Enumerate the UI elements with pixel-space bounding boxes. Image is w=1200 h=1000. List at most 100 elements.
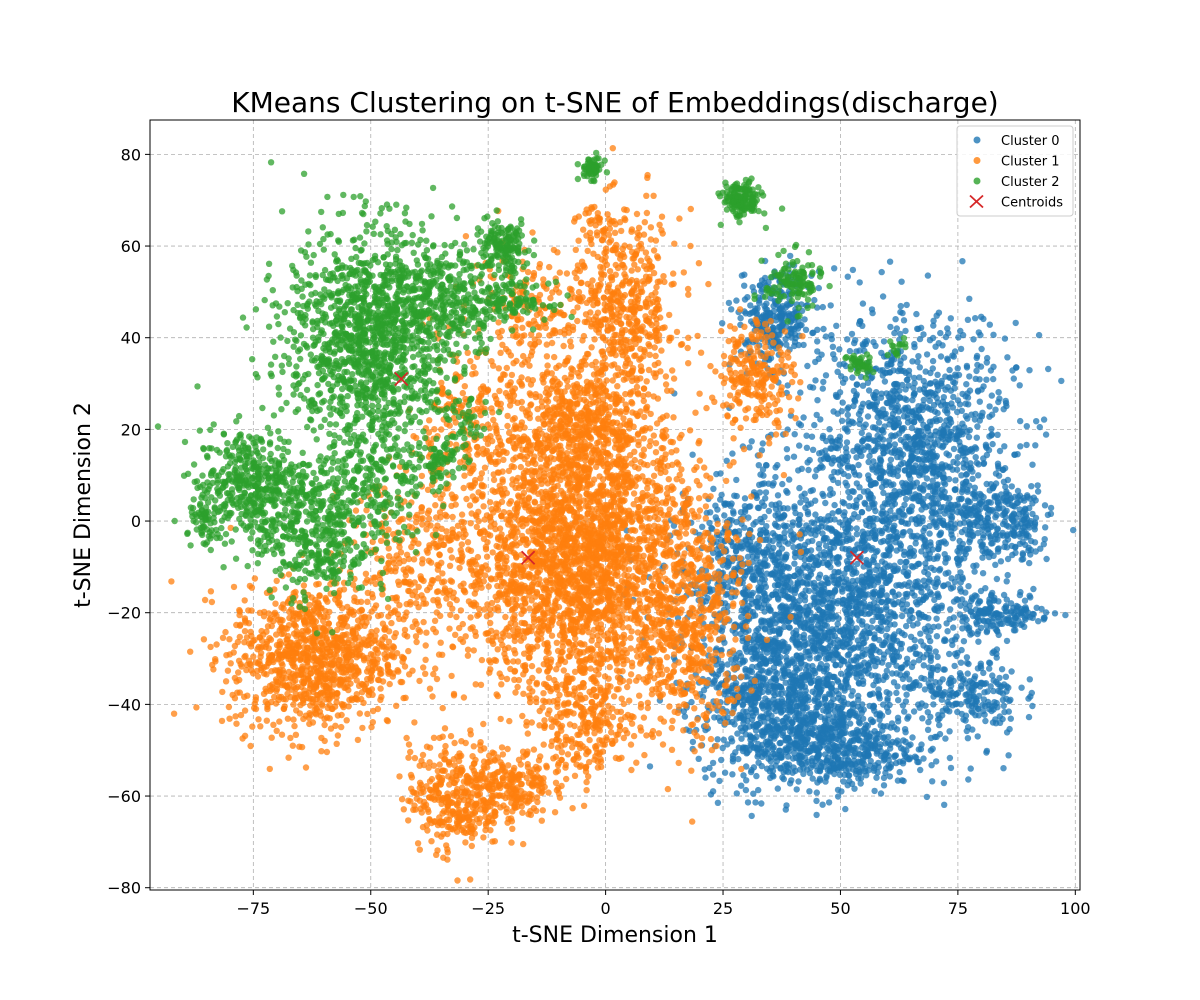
data-point (783, 802, 790, 809)
data-point (942, 386, 949, 393)
data-point (813, 466, 820, 474)
data-point (857, 774, 865, 782)
data-point (959, 331, 967, 339)
data-point (893, 649, 901, 656)
data-point (825, 746, 832, 754)
series-cluster-0 (617, 252, 1077, 820)
data-point (958, 472, 965, 479)
data-point (830, 476, 837, 484)
data-point (809, 688, 816, 695)
data-point (826, 559, 833, 566)
data-point (811, 588, 818, 595)
data-point (891, 380, 898, 388)
data-point (729, 771, 736, 778)
data-point (899, 511, 907, 518)
data-point (939, 676, 946, 683)
data-point (884, 597, 891, 605)
data-point (858, 429, 865, 437)
data-point (795, 778, 802, 785)
data-point (892, 407, 899, 414)
data-point (851, 546, 858, 553)
data-point (763, 741, 771, 748)
data-point (742, 724, 749, 731)
data-point (901, 726, 909, 733)
data-point (718, 756, 725, 764)
data-point (867, 691, 874, 698)
data-point (990, 375, 997, 383)
data-point (1018, 684, 1025, 691)
data-point (852, 471, 859, 478)
data-point (962, 393, 969, 400)
data-point (801, 593, 809, 600)
data-point (974, 733, 981, 740)
data-point (1006, 725, 1013, 733)
data-point (843, 439, 851, 446)
data-point (1020, 524, 1027, 531)
data-point (1004, 354, 1011, 361)
data-point (964, 735, 972, 742)
data-point (988, 425, 995, 433)
data-point (1004, 571, 1011, 579)
data-point (849, 374, 856, 381)
data-point (808, 623, 815, 630)
data-point (812, 497, 819, 504)
data-point (870, 702, 877, 709)
data-point (881, 639, 888, 647)
data-point (842, 445, 850, 452)
data-point (899, 702, 907, 709)
data-point (841, 771, 848, 779)
data-point (822, 453, 830, 460)
data-point (1040, 616, 1048, 623)
data-point (989, 672, 996, 679)
data-point (891, 329, 898, 337)
data-point (900, 438, 907, 446)
data-point (930, 469, 937, 476)
data-point (787, 412, 795, 419)
data-point (889, 502, 896, 509)
data-point (763, 726, 771, 734)
data-point (900, 317, 908, 324)
data-point (868, 306, 876, 313)
data-point (929, 334, 937, 342)
data-point (921, 568, 928, 576)
data-point (758, 748, 765, 756)
data-point (984, 354, 991, 362)
data-point (1010, 375, 1017, 382)
data-point (783, 654, 790, 661)
data-point (911, 380, 918, 387)
data-point (814, 326, 821, 333)
data-point (941, 407, 949, 414)
data-point (875, 572, 882, 579)
data-point (970, 562, 977, 570)
data-point (724, 661, 731, 668)
data-point (890, 395, 898, 402)
data-point (802, 696, 809, 703)
data-point (827, 486, 834, 493)
data-point (837, 670, 845, 677)
data-point (982, 717, 989, 725)
data-point (936, 531, 943, 539)
data-point (763, 681, 770, 688)
data-point (996, 713, 1003, 720)
data-point (1004, 497, 1011, 505)
data-point (846, 744, 853, 752)
data-point (891, 441, 899, 448)
data-point (829, 510, 836, 517)
data-point (857, 768, 864, 776)
data-point (878, 558, 886, 565)
data-point (869, 593, 876, 601)
data-point (950, 378, 957, 386)
data-point (947, 512, 954, 519)
data-point (844, 336, 851, 343)
data-point (868, 546, 875, 553)
data-point (1026, 592, 1033, 599)
data-point (840, 532, 847, 539)
data-point (891, 600, 898, 608)
data-point (865, 432, 872, 439)
data-point (907, 481, 914, 488)
data-point (879, 659, 886, 666)
data-point (906, 676, 913, 683)
data-point (944, 628, 951, 635)
data-point (964, 670, 971, 677)
data-point (902, 327, 909, 335)
